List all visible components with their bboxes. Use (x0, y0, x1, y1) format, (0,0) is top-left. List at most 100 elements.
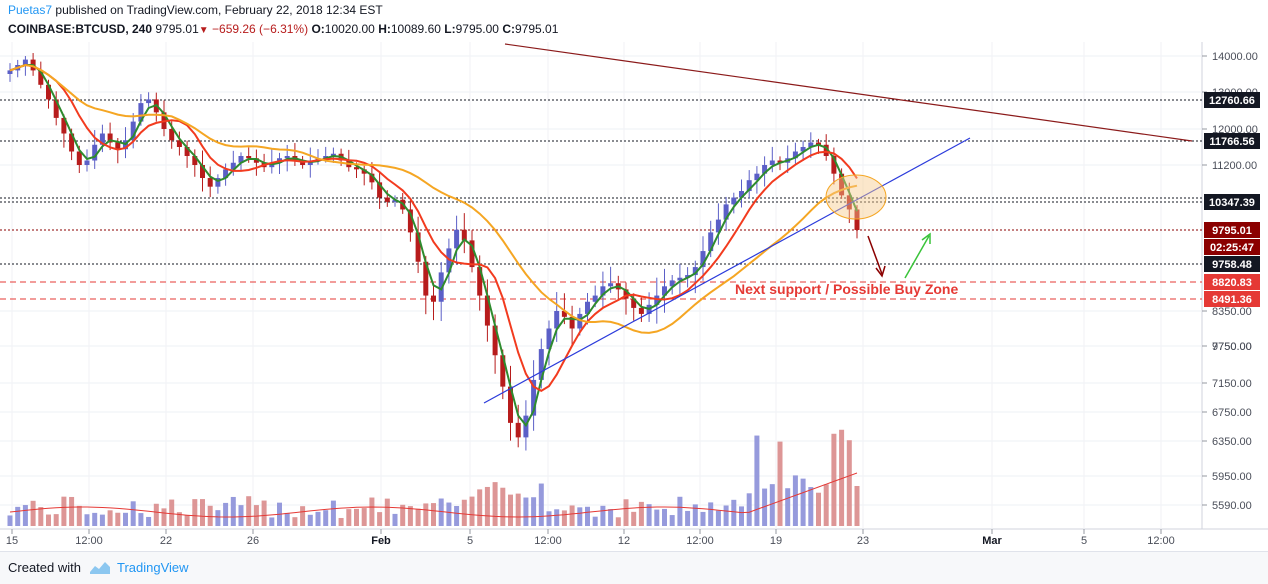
volume-bar (808, 487, 814, 526)
candle-body (115, 142, 121, 150)
volume-bar (461, 499, 467, 526)
candle-body (176, 140, 182, 147)
volume-bar (38, 507, 44, 526)
candle-body (246, 156, 252, 159)
volume-bar (854, 485, 860, 526)
volume-bar (346, 509, 352, 526)
candle-body (253, 158, 259, 163)
candle-body (200, 165, 205, 179)
volume-bar (315, 511, 321, 526)
author-link[interactable]: Puetas7 (8, 3, 53, 17)
candle-body (585, 301, 590, 314)
candle-body (61, 117, 67, 134)
candle-body (76, 151, 82, 165)
candle-body (330, 153, 336, 156)
low-value: 9795.00 (455, 22, 499, 36)
volume-bar (554, 509, 560, 526)
volume-bar (715, 510, 721, 526)
candle-body (739, 191, 744, 198)
volume-bar (446, 502, 452, 526)
candle-body (22, 59, 28, 65)
candle-body (623, 289, 629, 299)
candle-body (515, 422, 521, 438)
volume-bar (115, 512, 121, 526)
volume-bar (269, 517, 275, 526)
candle-body (69, 133, 75, 152)
candle-body (823, 144, 829, 156)
candle-body (577, 313, 583, 329)
buy-zone-annotation: Next support / Possible Buy Zone (735, 281, 958, 297)
candle-body (654, 295, 660, 305)
candle-body (192, 156, 198, 165)
volume-bar (138, 513, 144, 526)
candle-body (561, 311, 567, 317)
volume-bar (792, 475, 798, 526)
volume-bar (677, 496, 683, 526)
candle-body (238, 156, 244, 163)
open-label: O: (311, 22, 325, 36)
price-chart[interactable]: 14000.0013000.0012000.0011200.009750.008… (0, 0, 1268, 551)
volume-bar (307, 514, 313, 526)
candle-body (800, 147, 806, 152)
up-arrow-line (904, 235, 930, 279)
volume-bar (785, 488, 791, 526)
candle-body (407, 209, 413, 233)
volume-bar (61, 496, 67, 526)
volume-bar (546, 511, 552, 526)
volume-bar (223, 502, 229, 526)
price-axis[interactable]: 14000.0013000.0012000.0011200.009750.008… (1202, 51, 1260, 512)
x-tick-label: 15 (6, 535, 18, 547)
candle-body (715, 219, 721, 233)
volume-bar (438, 498, 444, 526)
volume-bar (608, 509, 614, 526)
volume-bar (207, 505, 213, 526)
x-tick-label: 12:00 (75, 535, 103, 547)
volume-bar (84, 514, 90, 526)
price-label: 8820.83 (1212, 277, 1252, 289)
volume-bar (638, 501, 644, 526)
volume-bar (253, 505, 259, 526)
price-change: −659.26 (−6.31%) (212, 22, 309, 36)
volume-bar (361, 508, 367, 526)
candle-body (546, 328, 552, 350)
volume-bar (823, 484, 829, 526)
tradingview-brand-link[interactable]: TradingView (117, 560, 189, 575)
volume-bar (515, 493, 521, 526)
y-tick-label: 5950.00 (1212, 471, 1252, 483)
y-tick-label: 14000.00 (1212, 51, 1258, 63)
candle-body (107, 133, 113, 143)
volume-bar (816, 492, 821, 526)
candle-body (223, 169, 229, 179)
price-label-box (1204, 291, 1260, 307)
volume-bar (407, 506, 413, 526)
candle-body (146, 99, 152, 104)
candle-body (754, 173, 760, 181)
grid (0, 42, 1202, 529)
volume-bar (846, 440, 852, 526)
price-label: 8491.36 (1212, 294, 1252, 306)
moving-averages (9, 63, 858, 518)
candle-body (700, 251, 706, 268)
symbol-label: COINBASE:BTCUSD, 240 (8, 22, 153, 36)
x-tick-label: 22 (160, 535, 172, 547)
volume-bar (508, 494, 513, 526)
volume-bar (215, 510, 221, 526)
drawings (483, 43, 1193, 404)
support-trendline (483, 137, 971, 404)
candles (7, 53, 860, 451)
candle-body (438, 272, 444, 302)
price-label: 11766.56 (1209, 136, 1254, 148)
volume-bar (523, 497, 529, 526)
price-label: 9758.48 (1212, 259, 1252, 271)
volume-bar (492, 482, 498, 526)
candle-body (762, 165, 768, 174)
volume-bar (123, 512, 128, 526)
high-label: H: (378, 22, 391, 36)
candle-body (554, 311, 560, 329)
volume-bar (400, 504, 406, 526)
volume-bar (7, 515, 13, 526)
volume-bar (831, 433, 837, 526)
volume-bar (192, 499, 198, 526)
time-axis[interactable]: 15 12:00 22 26 Feb 5 12:00 12 12:00 19 23 Mar 5 12:00 (6, 529, 1175, 547)
candle-body (384, 197, 390, 202)
